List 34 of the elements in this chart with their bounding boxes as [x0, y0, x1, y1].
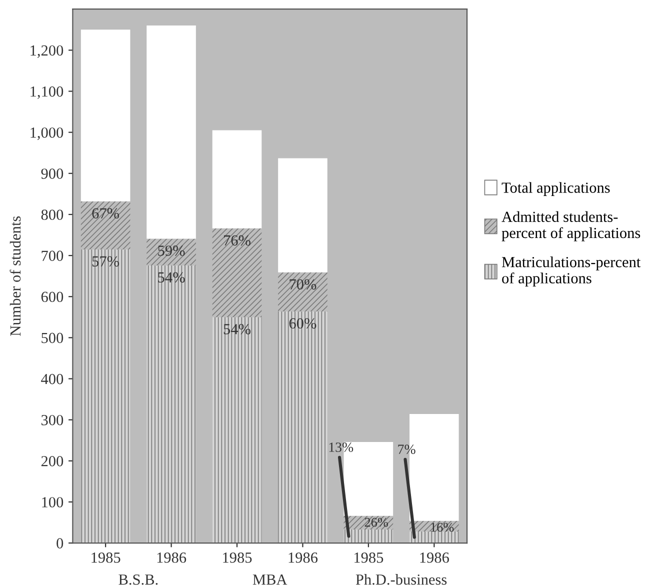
x-tick-label: 1986: [420, 552, 449, 563]
y-tick-label: 800: [41, 210, 64, 220]
y-tick-label: 1,100: [30, 86, 64, 99]
x-tick-label: 1985: [223, 552, 252, 563]
y-tick-label: 200: [41, 456, 64, 466]
y-tick-label: 900: [41, 168, 64, 179]
y-tick-label: 0: [56, 538, 64, 548]
x-tick-label: 1985: [354, 552, 384, 563]
y-tick-label: 100: [42, 497, 64, 508]
legend-label: Matriculations-percent of applications: [502, 256, 641, 287]
x-tick-label: 1985: [92, 552, 120, 563]
legend-label: Total applications: [502, 182, 610, 196]
text: Ph.D.-business: [356, 574, 447, 585]
annotation: 59%: [158, 246, 185, 256]
annotation: 13%: [329, 442, 354, 452]
text: MBA: [252, 574, 288, 585]
x-tick-label: 1986: [288, 552, 318, 563]
text: B.S.B.: [118, 574, 158, 585]
y-tick-label: 1,000: [30, 127, 64, 140]
annotation: 7%: [398, 444, 416, 454]
annotation: 76%: [224, 235, 250, 246]
y-tick-label: 500: [42, 332, 64, 344]
y-tick-label: 1,200: [30, 45, 64, 58]
legend-label: Admitted students-percent of applications: [502, 211, 640, 242]
y-axis-title: Number of students: [10, 216, 21, 336]
y-tick-label: 600: [41, 292, 64, 302]
annotation: 67%: [92, 208, 120, 219]
x-tick-label: 1986: [157, 552, 186, 563]
annotation: 26%: [364, 518, 388, 527]
y-tick-label: 300: [41, 414, 64, 426]
y-tick-label: 700: [42, 250, 64, 261]
annotation: 16%: [431, 522, 454, 532]
y-tick-label: 400: [41, 374, 64, 384]
annotation: 70%: [290, 279, 316, 290]
